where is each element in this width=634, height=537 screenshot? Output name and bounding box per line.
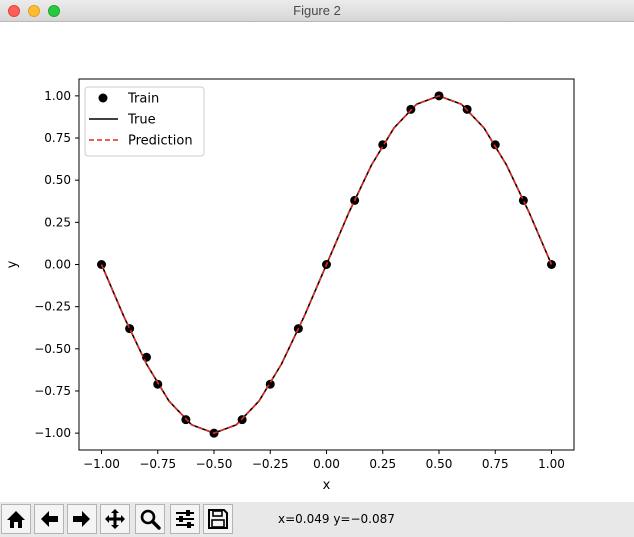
cursor-coordinates: x=0.049 y=−0.087 — [278, 512, 395, 526]
legend-label: True — [127, 113, 156, 128]
y-tick-label: −0.75 — [34, 384, 71, 398]
y-tick-label: 1.00 — [44, 89, 71, 103]
back-arrow-icon — [41, 511, 58, 527]
configure-subplots-icon — [176, 510, 194, 528]
x-tick-label: −0.25 — [252, 457, 289, 471]
maximize-window-button[interactable] — [48, 5, 60, 17]
zoom-icon — [140, 509, 161, 530]
series-prediction-line — [100, 95, 553, 434]
y-tick-label: −1.00 — [34, 426, 71, 440]
save-icon — [208, 509, 228, 529]
legend: Train True Prediction — [84, 86, 205, 157]
x-tick-label: −1.00 — [83, 457, 120, 471]
forward-button[interactable] — [67, 504, 97, 534]
train-point — [490, 140, 500, 150]
x-tick-label: −0.50 — [196, 457, 233, 471]
train-point — [142, 352, 151, 362]
train-point — [125, 324, 135, 334]
x-tick-label: −0.75 — [139, 457, 176, 471]
x-tick-label: 0.00 — [313, 457, 340, 471]
y-tick-label: 0.75 — [44, 131, 71, 145]
y-tick-label: −0.50 — [34, 342, 71, 356]
forward-arrow-icon — [73, 511, 90, 527]
train-point — [518, 195, 528, 205]
x-tick-label: 0.25 — [369, 457, 396, 471]
train-point — [153, 379, 163, 389]
y-tick-label: −0.25 — [34, 300, 71, 314]
x-tick-label: 1.00 — [538, 457, 565, 471]
train-point — [547, 260, 556, 269]
plot-series — [97, 91, 556, 438]
home-button[interactable] — [1, 504, 31, 534]
x-tick-label: 0.50 — [426, 457, 453, 471]
close-window-button[interactable] — [8, 5, 20, 17]
home-icon — [7, 511, 25, 528]
configure-subplots-button[interactable] — [170, 504, 200, 534]
save-button[interactable] — [203, 504, 233, 534]
legend-label: Prediction — [128, 134, 193, 149]
x-tick-label: 0.75 — [482, 457, 509, 471]
legend-box — [84, 86, 205, 157]
x-axis-label: x — [323, 478, 331, 493]
figure-canvas[interactable]: −1.00 −0.75 −0.50 −0.25 0.00 0.25 0.50 0.75 1.00… — [0, 22, 634, 502]
zoom-button[interactable] — [135, 504, 165, 534]
y-tick-label: 0.25 — [44, 215, 71, 229]
y-tick-label: 0.50 — [44, 173, 71, 187]
legend-label: Train — [127, 92, 159, 107]
window-titlebar: Figure 2 — [0, 0, 634, 22]
axis-ticks: −1.00 −0.75 −0.50 −0.25 0.00 0.25 0.50 0.75 1.00… — [34, 89, 565, 471]
navigation-toolbar: x=0.049 y=−0.087 — [0, 502, 634, 537]
pan-button[interactable] — [100, 504, 130, 534]
minimize-window-button[interactable] — [28, 5, 40, 17]
window-title: Figure 2 — [293, 3, 341, 18]
pan-icon — [105, 509, 125, 529]
legend-marker-train — [98, 93, 108, 103]
y-axis-label: y — [5, 260, 20, 268]
y-tick-label: 0.00 — [44, 258, 71, 272]
back-button[interactable] — [34, 504, 64, 534]
